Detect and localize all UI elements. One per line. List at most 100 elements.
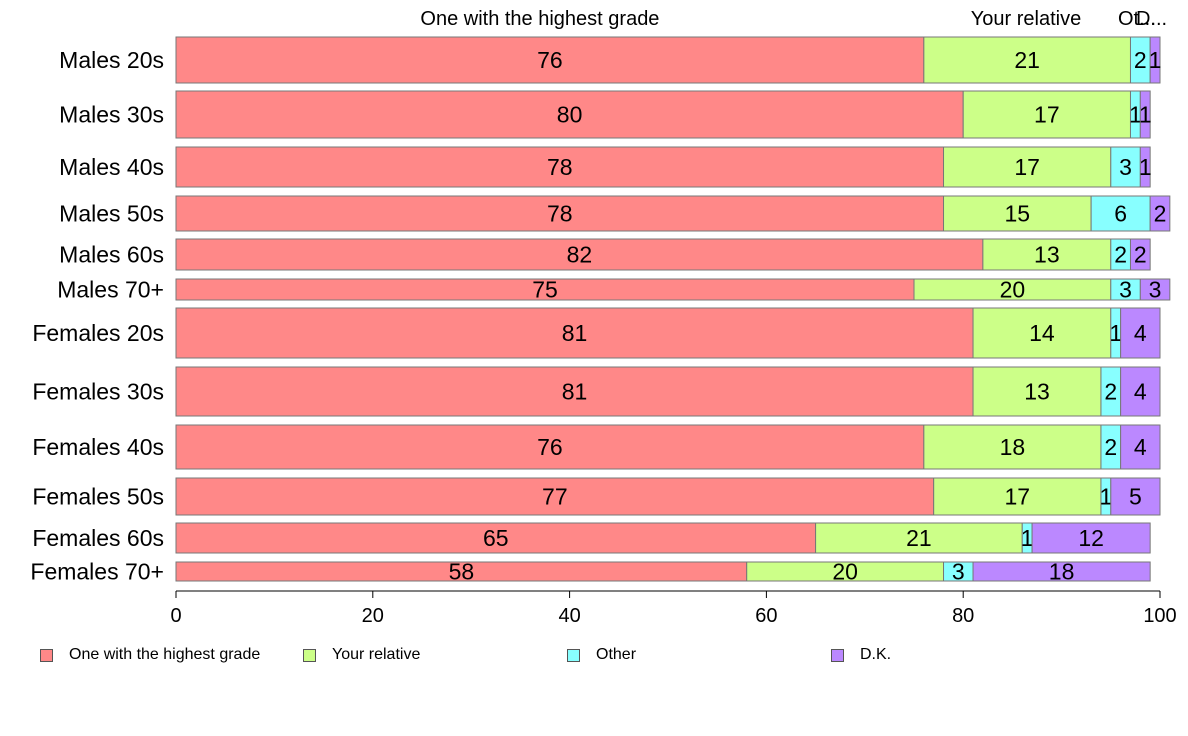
bar-segment: [1139, 146, 1151, 188]
bar-segment: [972, 307, 1112, 359]
bar-value-label: 17: [1005, 484, 1031, 510]
category-label: Females 50s: [32, 484, 164, 510]
bar-value-label: 13: [1034, 242, 1060, 268]
bar-value-label: 21: [906, 525, 932, 551]
legend-label: D.K.: [860, 646, 892, 663]
bar-value-label: 1: [1139, 154, 1152, 180]
x-tick-label: 40: [558, 605, 580, 627]
bar-segment: [175, 424, 925, 470]
legend-swatch: [567, 648, 580, 662]
bar-value-label: 3: [1149, 277, 1162, 303]
category-label: Females 30s: [32, 379, 164, 405]
bar-value-label: 17: [1014, 154, 1040, 180]
bar-value-label: 18: [1000, 434, 1026, 460]
bar-value-label: 1: [1109, 320, 1122, 346]
x-axis: 0 20 40 60 80 100: [170, 590, 1177, 627]
bar-value-label: 3: [952, 559, 965, 585]
bar-value-label: 78: [547, 154, 573, 180]
bar-value-label: 6: [1114, 201, 1127, 227]
x-tick-label: 20: [362, 605, 384, 627]
bar-value-label: 82: [567, 242, 593, 268]
bar-value-label: 65: [483, 525, 509, 551]
category-label: Males 40s: [59, 154, 164, 180]
bar-value-label: 5: [1129, 484, 1142, 510]
bar-value-label: 14: [1029, 320, 1055, 346]
bar-value-label: 75: [532, 277, 558, 303]
bar-value-label: 17: [1034, 102, 1060, 128]
x-tick-label: 60: [755, 605, 777, 627]
bar-value-label: 4: [1134, 434, 1147, 460]
legend-item: D.K.: [831, 646, 891, 664]
bar-segment: [175, 522, 817, 554]
bar-value-label: 13: [1024, 379, 1050, 405]
category-label: Males 50s: [59, 201, 164, 227]
bar-value-label: 20: [832, 559, 858, 585]
category-label: Males 20s: [59, 47, 164, 73]
bar-segment: [1149, 36, 1161, 84]
bar-value-label: 2: [1134, 242, 1147, 268]
stacked-bar-chart: One with the highest grade Your relative O…: [30, 8, 1177, 627]
bar-segment: [972, 366, 1102, 417]
category-labels: Males 20s Males 30s Males 40s Males 50s Male…: [30, 47, 164, 585]
bar-segment: [1120, 366, 1161, 417]
x-tick-label: 100: [1143, 605, 1176, 627]
bar-segment: [1120, 307, 1161, 359]
legend: One with the highest grade Your relative O…: [0, 640, 1188, 670]
bar-value-label: 2: [1104, 434, 1117, 460]
bar-segment: [1129, 238, 1151, 271]
bar-value-label: 2: [1154, 201, 1167, 227]
top-series-label: Your relative: [971, 8, 1081, 30]
bar-value-label: 1: [1149, 47, 1162, 73]
category-label: Females 60s: [32, 525, 164, 551]
category-label: Males 60s: [59, 242, 164, 268]
category-label: Females 70+: [30, 559, 164, 585]
bar-value-label: 81: [562, 320, 588, 346]
bar-segment: [943, 195, 1092, 232]
bar-value-label: 15: [1005, 201, 1031, 227]
bar-value-label: 2: [1104, 379, 1117, 405]
bar-value-label: 4: [1134, 320, 1147, 346]
category-label: Males 30s: [59, 102, 164, 128]
bar-value-label: 76: [537, 434, 563, 460]
bar-value-label: 1: [1139, 102, 1152, 128]
legend-swatch: [831, 648, 844, 662]
bar-value-label: 77: [542, 484, 568, 510]
bar-value-label: 12: [1078, 525, 1104, 551]
bar-value-label: 78: [547, 201, 573, 227]
bar-value-label: 81: [562, 379, 588, 405]
bar-value-label: 3: [1119, 277, 1132, 303]
legend-swatch: [40, 648, 53, 662]
category-label: Males 70+: [57, 277, 164, 303]
bar-value-label: 1: [1099, 484, 1112, 510]
bar-value-label: 18: [1049, 559, 1075, 585]
bar-value-label: 1: [1021, 525, 1034, 551]
legend-item: Your relative: [303, 646, 420, 664]
bar-segment: [972, 561, 1151, 582]
legend-label: One with the highest grade: [69, 646, 261, 663]
bar-segment: [175, 90, 964, 139]
bar-value-label: 3: [1119, 154, 1132, 180]
bar-value-label: 80: [557, 102, 583, 128]
bar-segment: [1090, 195, 1151, 232]
bar-value-label: 2: [1114, 242, 1127, 268]
bar-segment: [175, 146, 945, 188]
legend-label: Other: [596, 646, 637, 663]
bar-segment: [1149, 195, 1171, 232]
legend-item: One with the highest grade: [40, 646, 260, 664]
legend-label: Your relative: [332, 646, 421, 663]
legend-swatch: [303, 648, 316, 662]
bar-segment: [1120, 424, 1161, 470]
bar-value-label: 4: [1134, 379, 1147, 405]
bar-segment: [982, 238, 1112, 271]
top-series-label: One with the highest grade: [420, 8, 659, 30]
bar-segment: [175, 238, 984, 271]
bar-segment: [1139, 90, 1151, 139]
bar-segment: [175, 307, 974, 359]
bar-segment: [1139, 278, 1171, 301]
bar-value-label: 21: [1014, 47, 1040, 73]
bar-segment: [1110, 477, 1161, 516]
top-series-labels: One with the highest grade Your relative O…: [420, 8, 1167, 30]
bar-value-label: 2: [1134, 47, 1147, 73]
bar-value-label: 58: [449, 559, 475, 585]
